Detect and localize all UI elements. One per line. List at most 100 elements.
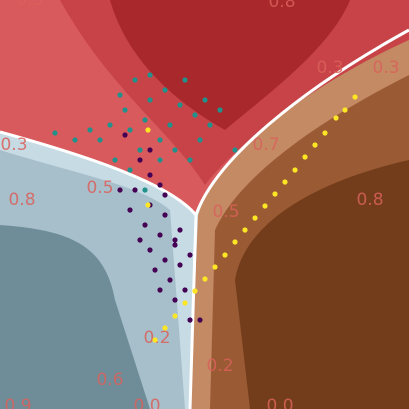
point	[172, 237, 178, 243]
point	[187, 317, 193, 323]
point	[145, 127, 151, 133]
point	[112, 157, 118, 163]
point	[157, 182, 163, 188]
point	[157, 232, 163, 238]
point	[252, 215, 258, 221]
point	[322, 130, 328, 136]
point	[312, 142, 318, 148]
contour-label: 0.8	[268, 0, 295, 12]
point	[132, 77, 138, 83]
point	[145, 202, 151, 208]
point	[152, 337, 158, 343]
point	[107, 122, 113, 128]
point	[52, 130, 58, 136]
contour-label: 0.8	[356, 190, 383, 210]
point	[147, 72, 153, 78]
point	[272, 191, 278, 197]
boundary	[188, 28, 409, 409]
point	[117, 92, 123, 98]
point	[197, 317, 203, 323]
point	[127, 127, 133, 133]
contour-label: 0.2	[143, 328, 170, 348]
point	[197, 137, 203, 143]
point	[157, 287, 163, 293]
point	[172, 242, 178, 248]
point	[137, 147, 143, 153]
point	[147, 147, 153, 153]
point	[127, 167, 133, 173]
red-core	[110, 0, 350, 130]
boundary	[0, 130, 198, 216]
point	[232, 239, 238, 245]
contour-label: 0.3	[316, 58, 343, 78]
contour-label: 0.0	[266, 396, 293, 409]
point	[302, 154, 308, 160]
contour-label: 0.2	[206, 356, 233, 376]
point	[182, 77, 188, 83]
point	[157, 157, 163, 163]
point	[157, 137, 163, 143]
point	[333, 115, 339, 121]
contour-label: 0.5	[86, 178, 113, 198]
blue-core	[0, 225, 150, 409]
point	[202, 97, 208, 103]
point	[217, 107, 223, 113]
contour-label: 0.3	[372, 58, 399, 78]
point	[222, 252, 228, 258]
point	[342, 107, 348, 113]
point	[192, 112, 198, 118]
point	[142, 222, 148, 228]
point	[147, 97, 153, 103]
point	[282, 179, 288, 185]
contour-label: 0.0	[133, 396, 160, 409]
point	[177, 102, 183, 108]
point	[187, 252, 193, 258]
point	[172, 297, 178, 303]
point	[97, 137, 103, 143]
contour-label: 0.9	[4, 396, 31, 409]
point	[187, 157, 193, 163]
point	[87, 127, 93, 133]
point	[242, 227, 248, 233]
point	[232, 147, 238, 153]
point	[167, 277, 173, 283]
point	[162, 257, 168, 263]
point	[117, 187, 123, 193]
point	[127, 207, 133, 213]
point	[142, 117, 148, 123]
point	[147, 172, 153, 178]
point	[212, 264, 218, 270]
point	[207, 122, 213, 128]
point	[132, 187, 138, 193]
point	[162, 212, 168, 218]
point	[172, 313, 178, 319]
point	[122, 132, 128, 138]
brown-core	[235, 160, 409, 409]
contour-label: 0.8	[8, 190, 35, 210]
point	[162, 192, 168, 198]
contour-label: 0.7	[252, 135, 279, 155]
point	[192, 288, 198, 294]
point	[352, 94, 358, 100]
point	[147, 247, 153, 253]
point	[182, 300, 188, 306]
point	[137, 237, 143, 243]
point	[177, 262, 183, 268]
point	[162, 325, 168, 331]
point	[172, 147, 178, 153]
point	[177, 227, 183, 233]
point	[202, 276, 208, 282]
point	[162, 87, 168, 93]
point	[152, 267, 158, 273]
point	[142, 187, 148, 193]
contour-label: 0.5	[212, 202, 239, 222]
point	[262, 203, 268, 209]
point	[137, 157, 143, 163]
point	[182, 287, 188, 293]
point	[72, 137, 78, 143]
point	[167, 122, 173, 128]
point	[292, 167, 298, 173]
contour-label: 0.5	[16, 0, 43, 10]
